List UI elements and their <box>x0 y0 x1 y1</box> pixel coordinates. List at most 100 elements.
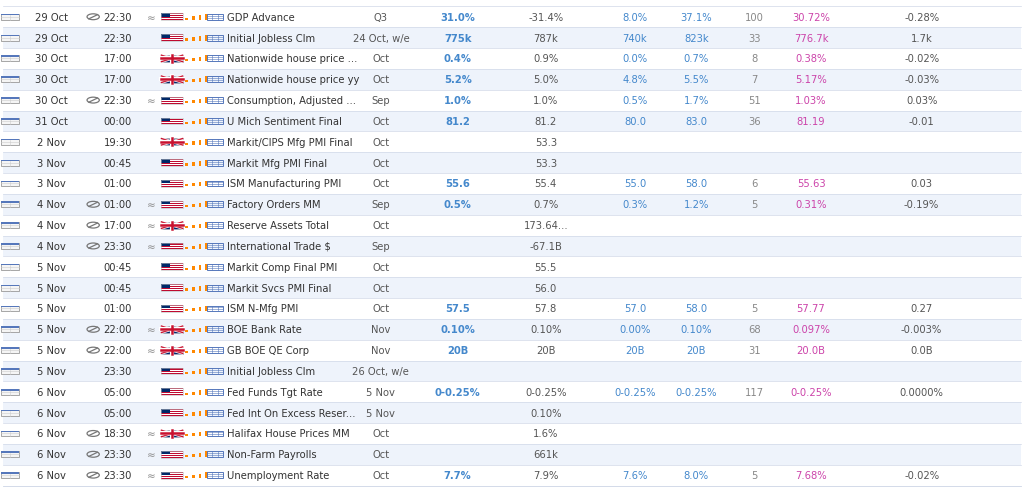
Bar <box>207 202 223 208</box>
Bar <box>161 305 183 306</box>
Bar <box>161 310 183 311</box>
Bar <box>161 182 183 183</box>
Text: 0.38%: 0.38% <box>796 54 826 64</box>
Bar <box>193 329 195 332</box>
Bar <box>205 430 208 436</box>
Bar <box>185 330 188 332</box>
Bar <box>1 223 19 228</box>
Bar <box>161 472 183 473</box>
Text: 58.0: 58.0 <box>685 179 708 189</box>
Bar <box>207 472 223 478</box>
Bar <box>193 350 195 353</box>
Text: 05:00: 05:00 <box>103 408 132 418</box>
Text: GB BOE QE Corp: GB BOE QE Corp <box>227 346 309 355</box>
Bar <box>185 414 188 416</box>
Bar <box>207 223 223 228</box>
Text: ≈: ≈ <box>147 13 156 23</box>
Text: 5: 5 <box>752 304 758 314</box>
Bar <box>199 224 201 228</box>
Bar <box>199 203 201 208</box>
Bar <box>185 185 188 187</box>
Text: Oct: Oct <box>373 304 389 314</box>
Bar <box>161 388 183 395</box>
Bar <box>193 246 195 249</box>
Text: 5 Nov: 5 Nov <box>37 283 66 293</box>
Text: 5: 5 <box>752 200 758 210</box>
Text: 22:00: 22:00 <box>103 346 132 355</box>
Bar <box>161 56 183 63</box>
Bar <box>161 35 170 39</box>
Bar <box>161 415 183 416</box>
Bar <box>205 140 208 145</box>
Text: 57.0: 57.0 <box>624 304 646 314</box>
Bar <box>1 36 19 41</box>
Text: Oct: Oct <box>373 158 389 168</box>
Text: 6 Nov: 6 Nov <box>37 408 66 418</box>
Bar <box>161 451 170 454</box>
Bar <box>199 390 201 395</box>
Bar <box>161 392 183 393</box>
Bar <box>1 472 19 474</box>
Bar <box>161 368 183 375</box>
Bar <box>161 305 183 312</box>
Bar <box>161 287 183 288</box>
Text: -67.1B: -67.1B <box>529 242 562 251</box>
Bar <box>161 19 183 20</box>
Bar <box>185 206 188 208</box>
Bar <box>1 181 19 187</box>
Bar <box>205 285 208 291</box>
Text: 1.6%: 1.6% <box>534 428 558 439</box>
Bar <box>205 451 208 457</box>
Text: 00:45: 00:45 <box>103 262 132 272</box>
Text: 5 Nov: 5 Nov <box>37 304 66 314</box>
Text: 1.0%: 1.0% <box>443 96 472 106</box>
Bar <box>161 414 183 415</box>
Text: 0.4%: 0.4% <box>443 54 472 64</box>
Bar <box>207 306 223 312</box>
Bar <box>161 373 183 374</box>
Text: 3 Nov: 3 Nov <box>37 158 66 168</box>
Text: 0.5%: 0.5% <box>623 96 647 106</box>
Text: 17:00: 17:00 <box>103 54 132 64</box>
Text: -0.19%: -0.19% <box>904 200 939 210</box>
Bar <box>207 285 223 291</box>
Text: 81.19: 81.19 <box>797 117 825 127</box>
Bar <box>161 265 183 266</box>
Text: 53.3: 53.3 <box>535 158 557 168</box>
Bar <box>1 15 19 17</box>
Bar <box>161 118 170 122</box>
Text: Oct: Oct <box>373 75 389 85</box>
Bar <box>193 184 195 187</box>
Bar <box>161 160 170 163</box>
Text: 20B: 20B <box>447 346 468 355</box>
Bar <box>1 430 19 436</box>
Text: 20B: 20B <box>686 346 707 355</box>
Bar <box>199 162 201 166</box>
Bar <box>161 118 183 125</box>
Bar <box>161 16 183 17</box>
Text: Sep: Sep <box>372 242 390 251</box>
Bar <box>3 132 1021 153</box>
Bar <box>161 389 183 390</box>
Bar <box>161 36 183 37</box>
Bar <box>161 475 183 476</box>
Text: 1.7%: 1.7% <box>684 96 709 106</box>
Text: 0-0.25%: 0-0.25% <box>435 387 480 397</box>
Bar <box>199 141 201 145</box>
Bar <box>161 270 183 271</box>
Bar <box>205 15 208 20</box>
Bar <box>161 165 183 166</box>
Bar <box>3 194 1021 215</box>
Bar <box>161 122 183 123</box>
Bar <box>161 98 183 99</box>
Bar <box>161 268 183 269</box>
Bar <box>207 98 223 104</box>
Text: 740k: 740k <box>623 34 647 43</box>
Bar <box>185 143 188 145</box>
Bar <box>193 308 195 312</box>
Bar <box>185 81 188 83</box>
Bar <box>205 57 208 62</box>
Text: 5: 5 <box>752 470 758 480</box>
Bar <box>207 36 223 41</box>
Bar <box>1 161 19 166</box>
